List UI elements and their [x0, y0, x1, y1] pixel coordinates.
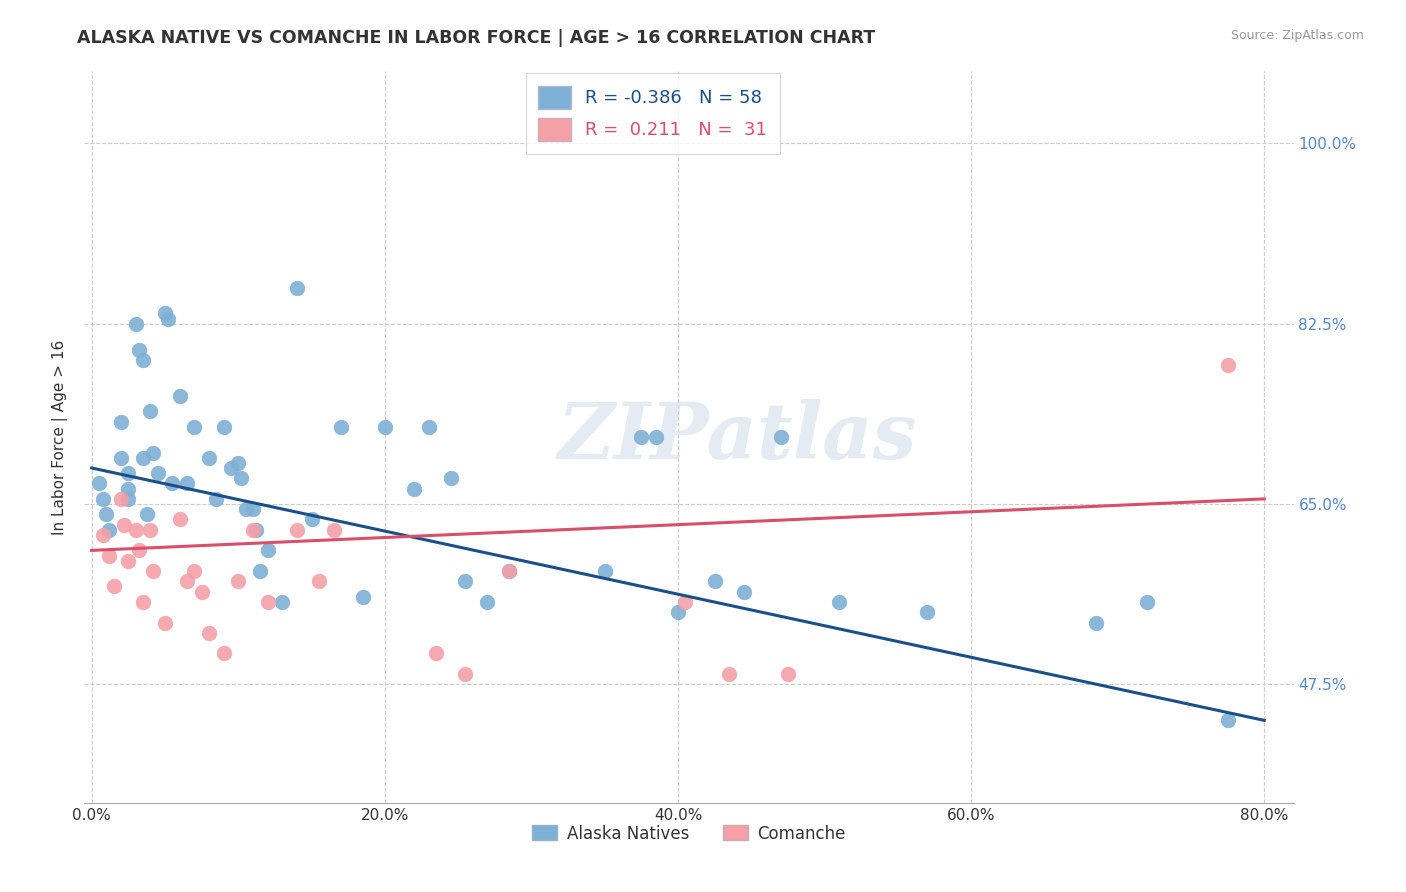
Point: [245, 523, 267, 537]
Point: [128, 343, 150, 357]
Point: [183, 419, 205, 434]
Point: [132, 450, 155, 465]
Point: [235, 502, 257, 516]
Point: [139, 404, 162, 418]
Point: [1084, 615, 1107, 630]
Point: [329, 419, 352, 434]
Point: [666, 605, 689, 619]
Point: [477, 595, 499, 609]
Point: [124, 317, 146, 331]
Point: [153, 306, 176, 320]
Point: [117, 466, 139, 480]
Point: [1136, 595, 1159, 609]
Point: [352, 590, 374, 604]
Point: [219, 461, 242, 475]
Point: [703, 574, 725, 589]
Point: [112, 517, 135, 532]
Point: [87, 476, 110, 491]
Point: [630, 430, 652, 444]
Point: [103, 579, 125, 593]
Point: [718, 667, 741, 681]
Point: [169, 512, 191, 526]
Point: [110, 491, 132, 506]
Point: [132, 595, 155, 609]
Point: [205, 491, 228, 506]
Point: [308, 574, 330, 589]
Point: [139, 523, 162, 537]
Point: [169, 389, 191, 403]
Y-axis label: In Labor Force | Age > 16: In Labor Force | Age > 16: [52, 340, 69, 534]
Point: [593, 564, 616, 578]
Point: [1216, 358, 1239, 372]
Point: [96, 508, 118, 522]
Point: [828, 595, 851, 609]
Point: [301, 512, 323, 526]
Point: [93, 491, 115, 506]
Point: [256, 543, 278, 558]
Point: [117, 482, 139, 496]
Point: [242, 502, 264, 516]
Point: [142, 564, 165, 578]
Point: [198, 625, 221, 640]
Point: [176, 476, 198, 491]
Point: [285, 281, 308, 295]
Point: [128, 543, 150, 558]
Point: [776, 667, 799, 681]
Point: [915, 605, 938, 619]
Text: ZIPatlas: ZIPatlas: [558, 399, 917, 475]
Point: [231, 471, 253, 485]
Point: [146, 466, 169, 480]
Point: [285, 523, 308, 537]
Point: [156, 311, 179, 326]
Text: Source: ZipAtlas.com: Source: ZipAtlas.com: [1230, 29, 1364, 42]
Point: [226, 574, 249, 589]
Point: [769, 430, 792, 444]
Point: [440, 471, 463, 485]
Point: [98, 549, 121, 563]
Point: [124, 523, 146, 537]
Point: [733, 584, 755, 599]
Point: [117, 554, 139, 568]
Point: [418, 419, 440, 434]
Point: [454, 667, 477, 681]
Point: [110, 450, 132, 465]
Point: [498, 564, 520, 578]
Point: [190, 584, 212, 599]
Point: [183, 564, 205, 578]
Point: [404, 482, 426, 496]
Point: [249, 564, 271, 578]
Point: [176, 574, 198, 589]
Point: [212, 647, 235, 661]
Point: [153, 615, 176, 630]
Point: [132, 352, 155, 367]
Point: [1216, 714, 1239, 728]
Point: [322, 523, 344, 537]
Point: [98, 523, 121, 537]
Point: [498, 564, 520, 578]
Point: [645, 430, 668, 444]
Point: [673, 595, 696, 609]
Point: [226, 456, 249, 470]
Point: [117, 491, 139, 506]
Text: ALASKA NATIVE VS COMANCHE IN LABOR FORCE | AGE > 16 CORRELATION CHART: ALASKA NATIVE VS COMANCHE IN LABOR FORCE…: [77, 29, 876, 46]
Point: [198, 450, 221, 465]
Point: [454, 574, 477, 589]
Point: [110, 415, 132, 429]
Point: [142, 445, 165, 459]
Point: [256, 595, 278, 609]
Legend: Alaska Natives, Comanche: Alaska Natives, Comanche: [526, 818, 852, 849]
Point: [162, 476, 184, 491]
Point: [136, 508, 159, 522]
Point: [93, 528, 115, 542]
Point: [374, 419, 396, 434]
Point: [271, 595, 294, 609]
Point: [242, 523, 264, 537]
Point: [425, 647, 447, 661]
Point: [212, 419, 235, 434]
